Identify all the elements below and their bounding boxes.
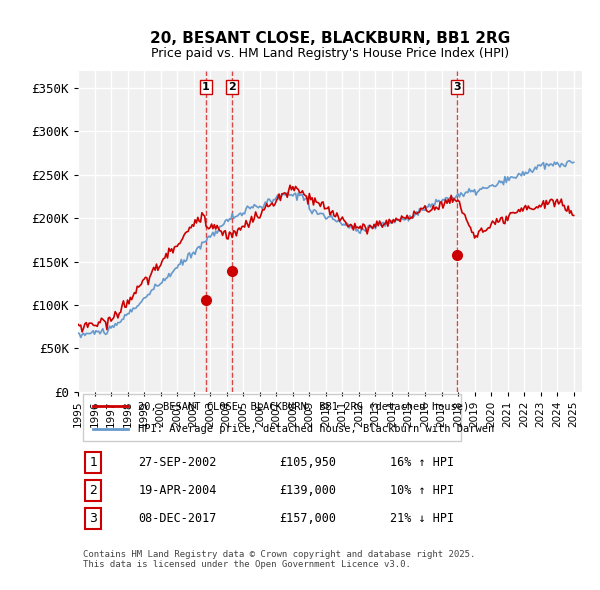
- Text: 2: 2: [228, 82, 236, 92]
- Text: 3: 3: [89, 512, 97, 525]
- Text: 2: 2: [89, 484, 97, 497]
- Text: 08-DEC-2017: 08-DEC-2017: [139, 512, 217, 525]
- Text: 21% ↓ HPI: 21% ↓ HPI: [391, 512, 455, 525]
- Text: 1: 1: [89, 456, 97, 469]
- Text: £139,000: £139,000: [280, 484, 337, 497]
- Text: 1: 1: [202, 82, 210, 92]
- Text: 20, BESANT CLOSE, BLACKBURN, BB1 2RG: 20, BESANT CLOSE, BLACKBURN, BB1 2RG: [150, 31, 510, 46]
- Text: Price paid vs. HM Land Registry's House Price Index (HPI): Price paid vs. HM Land Registry's House …: [151, 47, 509, 60]
- Text: 16% ↑ HPI: 16% ↑ HPI: [391, 456, 455, 469]
- Text: £105,950: £105,950: [280, 456, 337, 469]
- Text: 10% ↑ HPI: 10% ↑ HPI: [391, 484, 455, 497]
- Text: 3: 3: [453, 82, 461, 92]
- Text: Contains HM Land Registry data © Crown copyright and database right 2025.
This d: Contains HM Land Registry data © Crown c…: [83, 550, 475, 569]
- Text: £157,000: £157,000: [280, 512, 337, 525]
- Bar: [83, 394, 461, 441]
- Text: HPI: Average price, detached house, Blackburn with Darwen: HPI: Average price, detached house, Blac…: [139, 424, 495, 434]
- Text: 20, BESANT CLOSE, BLACKBURN, BB1 2RG (detached house): 20, BESANT CLOSE, BLACKBURN, BB1 2RG (de…: [139, 401, 470, 411]
- Text: 19-APR-2004: 19-APR-2004: [139, 484, 217, 497]
- Text: 27-SEP-2002: 27-SEP-2002: [139, 456, 217, 469]
